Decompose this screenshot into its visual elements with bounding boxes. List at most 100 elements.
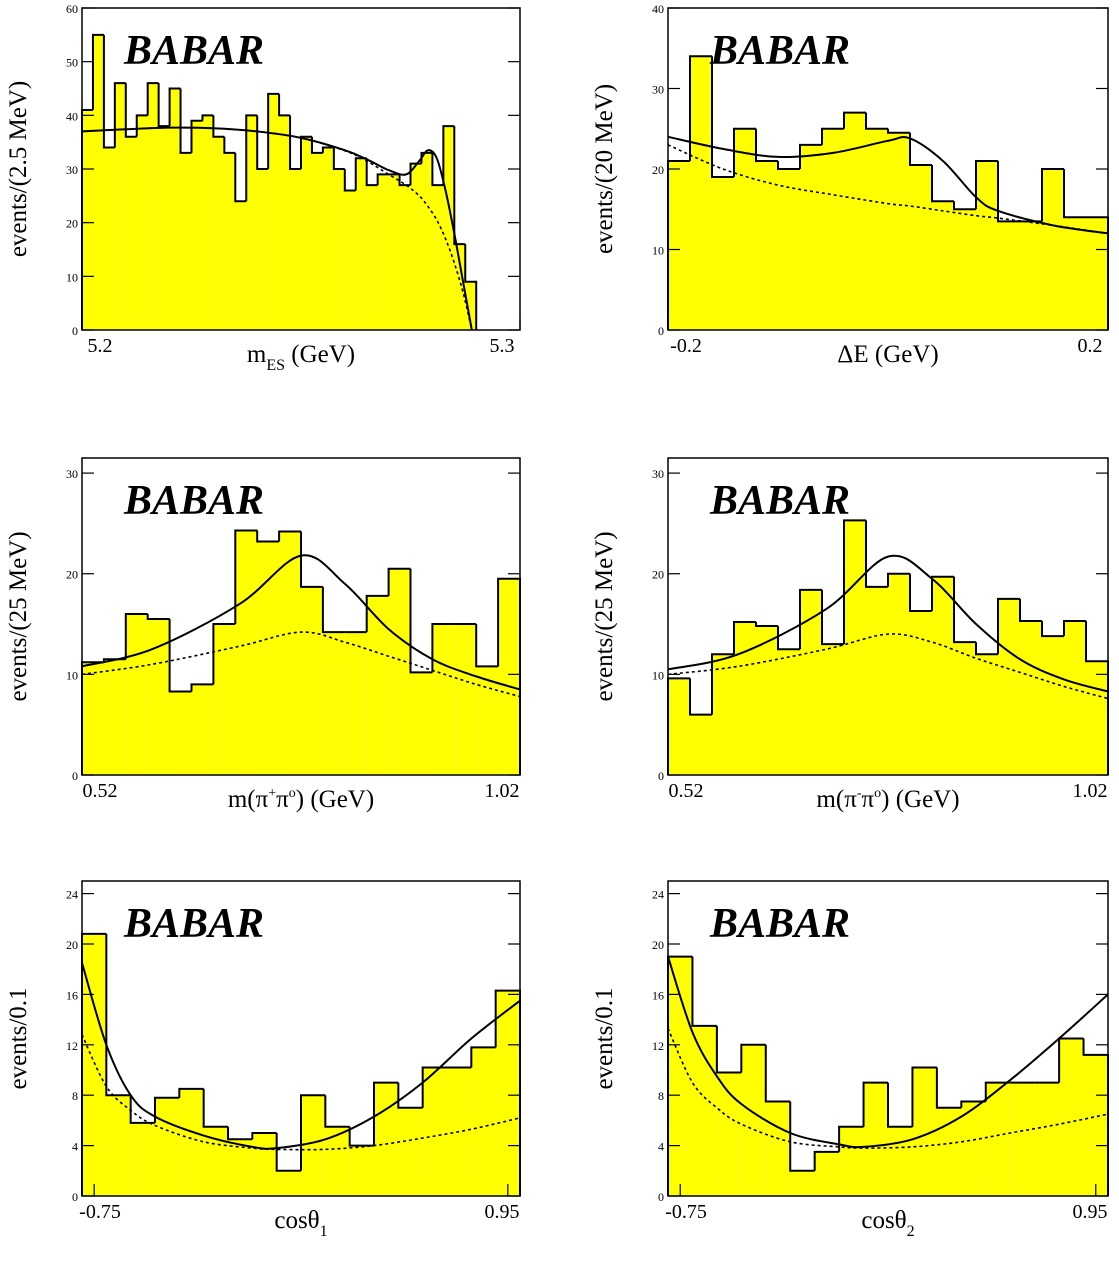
y-tick-label: 16 [66, 988, 78, 1002]
bin-outline [157, 83, 170, 128]
bin-outline [975, 159, 998, 210]
fit-curve [667, 956, 1109, 1149]
bin-outline [278, 93, 291, 117]
x-axis-label-part: π [862, 786, 875, 813]
bin [1064, 217, 1086, 330]
bin-outline [113, 82, 126, 148]
bin [756, 626, 778, 775]
logo: BABAR [709, 901, 850, 947]
x-axis-label-part: m(π [816, 786, 857, 813]
bin-outline [376, 173, 389, 186]
background-curve [81, 631, 521, 698]
plot-frame [81, 880, 521, 1197]
bin-outline [310, 136, 323, 154]
bin-outline [755, 622, 778, 628]
bin-outline [256, 115, 269, 170]
x-tick-label: -0.75 [665, 1201, 707, 1223]
bin-outline [997, 160, 1020, 223]
bin-outline [212, 115, 225, 138]
bin [716, 1072, 742, 1196]
x-tick-label: 0.52 [669, 780, 704, 802]
bin [954, 209, 976, 330]
fit-curve [81, 554, 521, 691]
bin [822, 644, 844, 775]
bin-outline [409, 568, 433, 674]
bin [888, 132, 910, 330]
bin [734, 128, 756, 330]
bin-outline [442, 125, 455, 186]
x-axis-label-part: - [857, 786, 862, 801]
bin-outline [911, 1066, 937, 1127]
bin-outline [431, 152, 444, 187]
y-tick-label: 0 [72, 324, 78, 338]
bin-outline [343, 169, 356, 192]
y-tick-label: 4 [72, 1140, 78, 1154]
bin [398, 1107, 423, 1196]
bin-outline [168, 87, 181, 127]
bin [690, 714, 712, 775]
bin [130, 1122, 155, 1196]
x-tick-label: 0.2 [1078, 335, 1103, 357]
bin [888, 1126, 913, 1196]
bin [125, 136, 137, 330]
bin-outline [190, 683, 214, 692]
bin [822, 128, 844, 330]
fit-curve [667, 554, 1109, 693]
bin-outline [711, 653, 734, 715]
bin [985, 1082, 1011, 1196]
bin-outline [251, 1132, 277, 1140]
bin-outline [475, 624, 499, 668]
bin [169, 88, 181, 330]
bin-outline [953, 201, 976, 211]
bin [432, 185, 444, 330]
y-tick-label: 16 [652, 988, 664, 1002]
y-tick-label: 24 [66, 888, 78, 902]
fit-curve [81, 962, 521, 1150]
y-tick-label: 0 [658, 324, 664, 338]
x-axis-label: m(π-πo) (GeV) [816, 786, 959, 813]
y-tick-label: 10 [66, 668, 78, 682]
bin [252, 1133, 277, 1196]
bin [355, 158, 367, 330]
bin-outline [715, 1025, 742, 1074]
bin [191, 684, 214, 775]
bin [235, 530, 258, 775]
bin-outline [300, 531, 323, 588]
bin [690, 56, 712, 331]
bin [322, 147, 334, 330]
bin-outline [267, 92, 280, 169]
y-tick-label: 20 [66, 217, 78, 231]
bin [1086, 661, 1108, 775]
y-axis-label: events/(25 MeV) [5, 531, 32, 701]
bin-outline [289, 115, 301, 170]
y-tick-label: 20 [652, 568, 664, 582]
bin [103, 147, 115, 330]
bin-outline [234, 152, 247, 203]
bin-outline [1019, 598, 1042, 623]
bin-outline [324, 1095, 350, 1128]
bin [344, 632, 367, 775]
bin-outline [733, 127, 756, 178]
bin-outline [124, 612, 148, 660]
bin-outline [397, 1082, 423, 1109]
bin [106, 1095, 131, 1196]
y-axis-label: events/0.1 [591, 987, 618, 1089]
y-tick-label: 24 [652, 888, 664, 902]
bin [866, 128, 888, 330]
bin [388, 568, 411, 775]
bin-outline [190, 119, 203, 153]
bin [202, 115, 214, 330]
bin [213, 624, 236, 775]
bin [668, 160, 690, 330]
y-tick-label: 10 [652, 668, 664, 682]
bin-outline [146, 613, 170, 621]
x-axis-label-part: m [247, 341, 267, 368]
bin [668, 678, 690, 775]
panel: 0 10 20 30 40 50 60 5.2 5.3 BABAR events/(2.5 MeV)… [5, 2, 521, 374]
bin [301, 586, 323, 775]
bin [954, 642, 976, 775]
logo: BABAR [123, 28, 264, 74]
bin [790, 1170, 815, 1196]
bin-outline [178, 1087, 204, 1098]
bin-outline [821, 589, 844, 646]
